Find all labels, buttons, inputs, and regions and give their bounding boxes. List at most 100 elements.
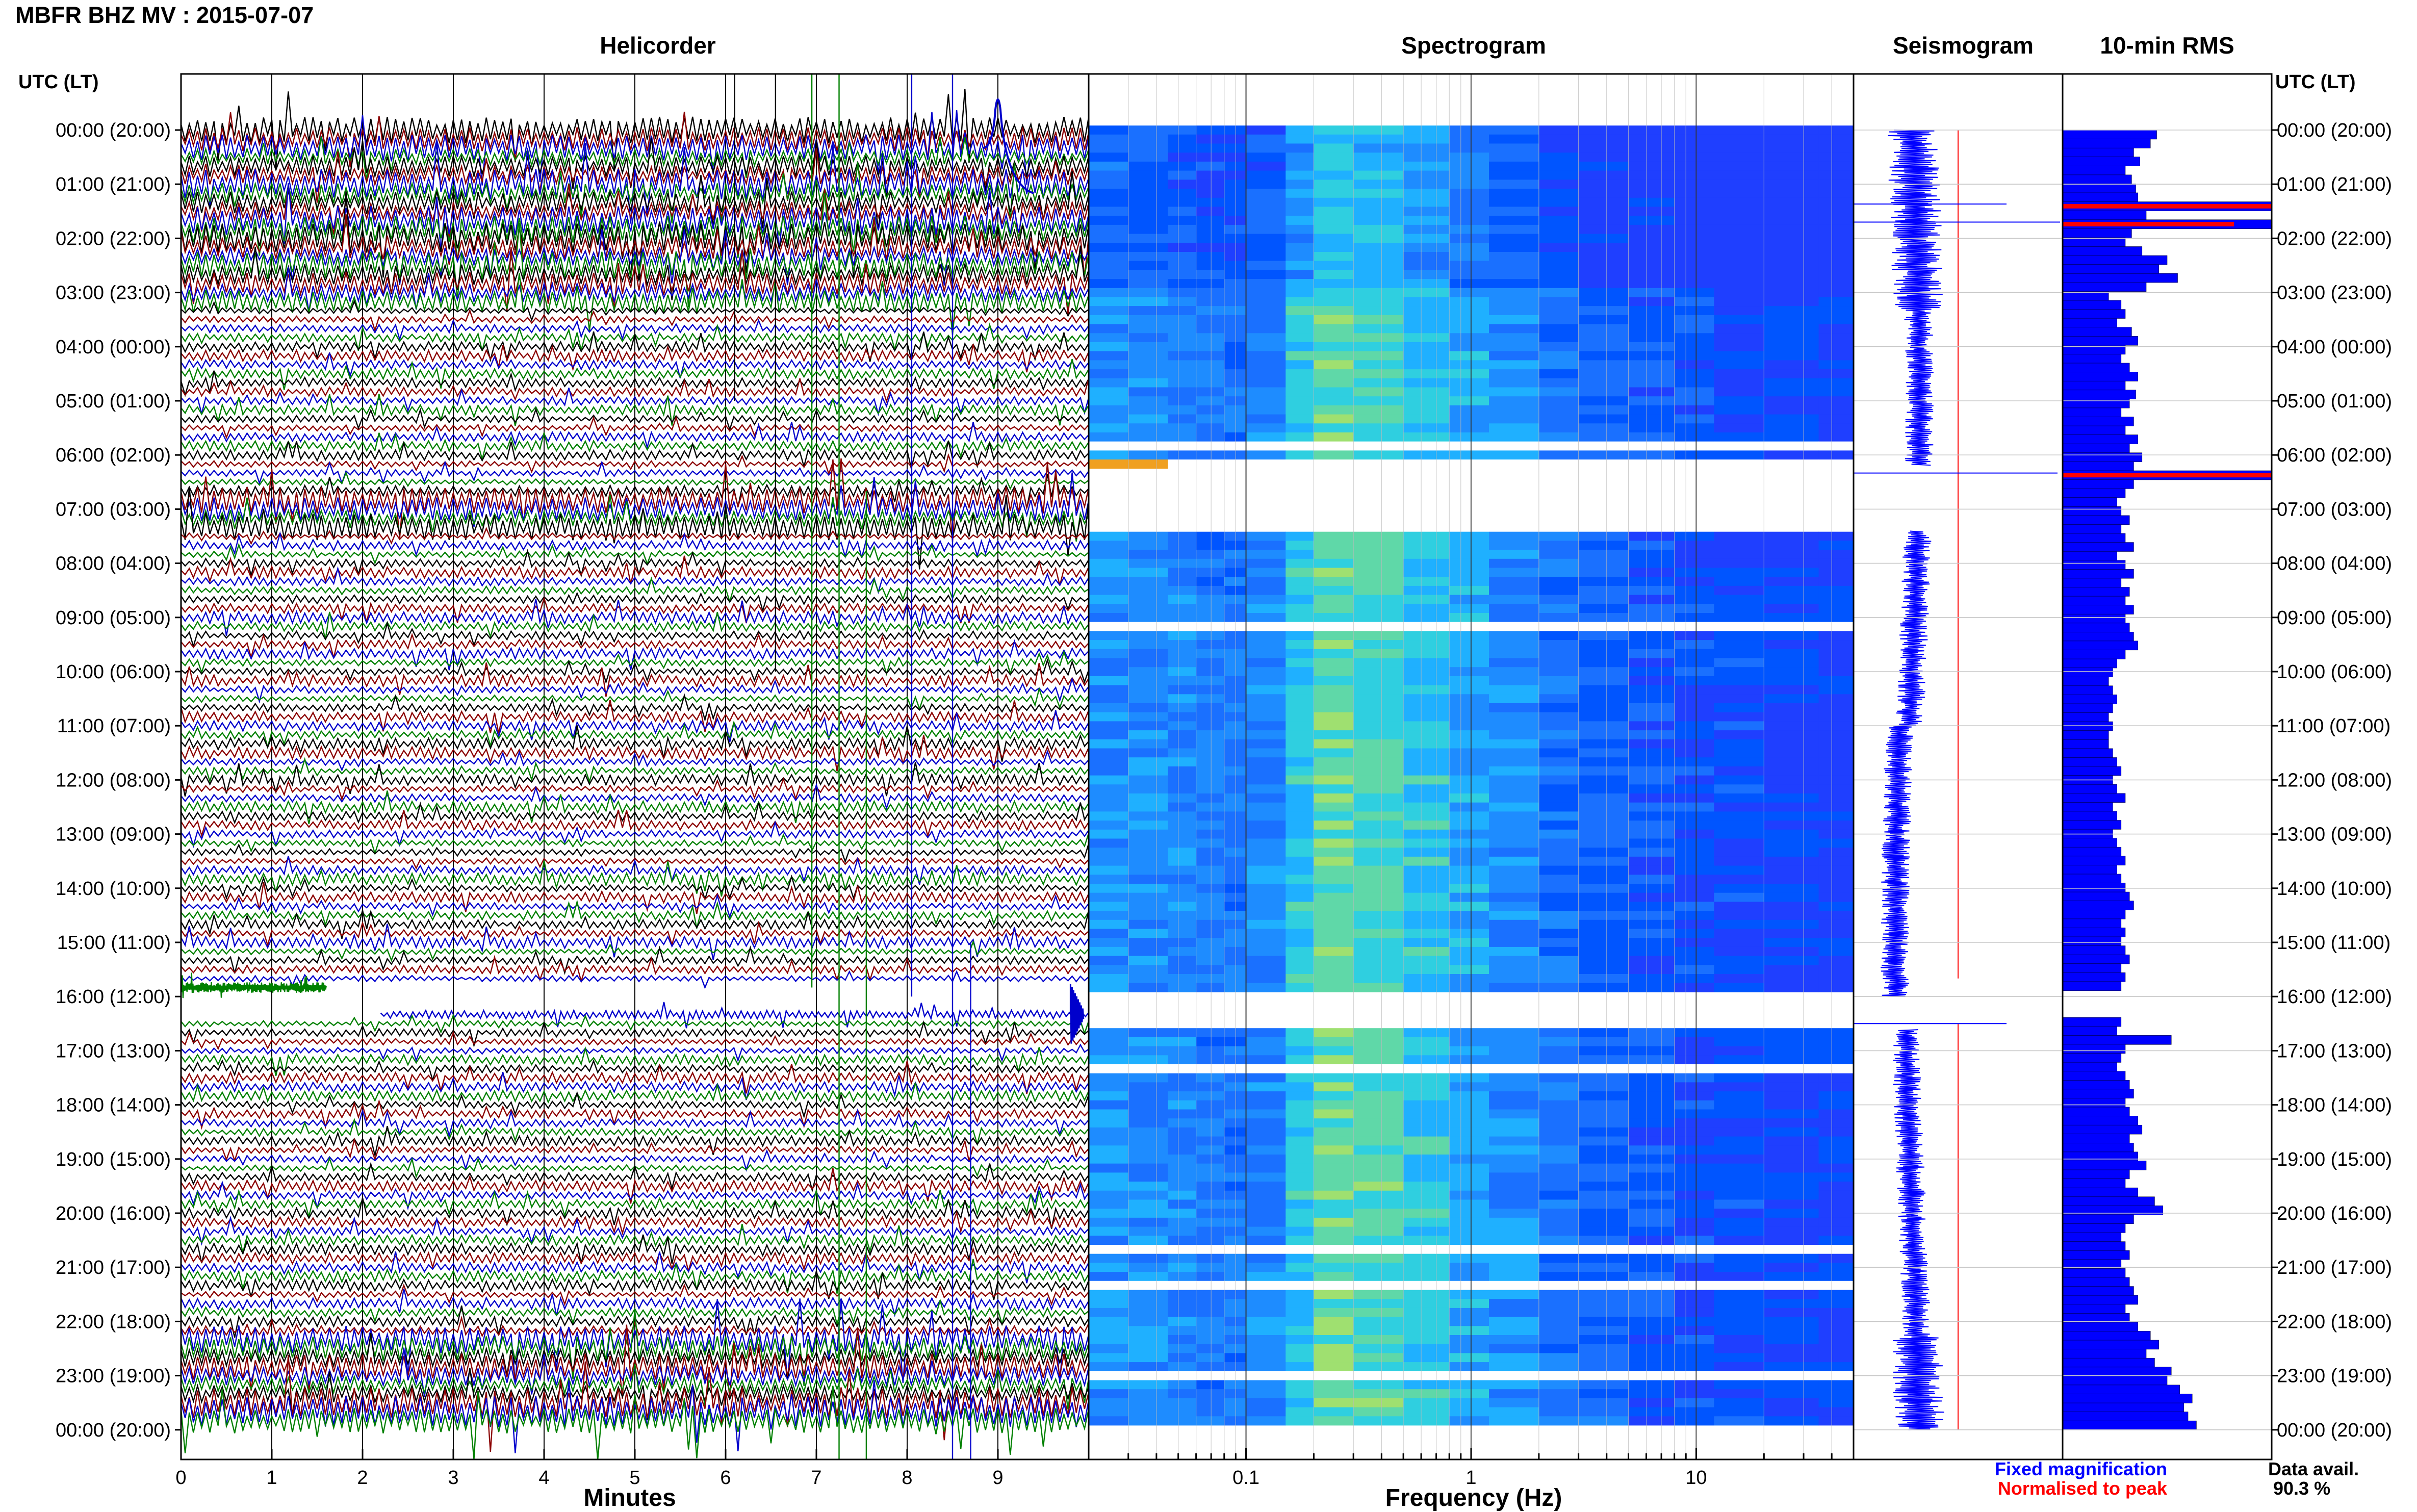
- spectrogram-cell: [1128, 604, 1168, 613]
- spectrogram-cell: [1246, 261, 1286, 270]
- spectrogram-cell: [1764, 1127, 1819, 1137]
- spectrogram-cell: [1246, 288, 1286, 297]
- y-tick-label-left: 15:00 (11:00): [57, 932, 171, 954]
- spectrogram-cell: [1168, 712, 1197, 722]
- spectrogram-cell: [1168, 531, 1197, 541]
- spectrogram-cell: [1628, 1389, 1675, 1399]
- rms-bar: [2062, 1331, 2151, 1341]
- spectrogram-cell: [1089, 396, 1129, 406]
- rms-bar: [2062, 1304, 2126, 1314]
- spectrogram-cell: [1168, 1380, 1197, 1390]
- helicorder-trace: [181, 358, 1090, 390]
- spectrogram-cell: [1314, 658, 1354, 668]
- spectrogram-cell: [1674, 324, 1714, 334]
- spectrogram-cell: [1538, 1290, 1579, 1299]
- spectrogram-cell: [1628, 1326, 1675, 1336]
- spectrogram-cell: [1578, 207, 1629, 216]
- spectrogram-cell: [1674, 1118, 1714, 1128]
- helicorder-x-tick-label: 5: [629, 1467, 640, 1489]
- spectrogram-cell: [1764, 595, 1819, 604]
- spectrogram-cell: [1196, 919, 1225, 929]
- spectrogram-cell: [1285, 595, 1315, 604]
- spectrogram-cell: [1314, 622, 1354, 631]
- spectrogram-cell: [1489, 1037, 1539, 1046]
- spectrogram-cell: [1489, 378, 1539, 388]
- spectrogram-cell: [1818, 432, 1854, 442]
- helicorder-trace: [181, 720, 1089, 750]
- spectrogram-cell: [1538, 613, 1579, 623]
- spectrogram-cell: [1353, 1217, 1404, 1227]
- spectrogram-cell: [1674, 333, 1714, 343]
- spectrogram-cell: [1246, 766, 1286, 776]
- spectrogram-cell: [1578, 775, 1629, 785]
- spectrogram-cell: [1246, 297, 1286, 306]
- spectrogram-cell: [1224, 306, 1247, 316]
- spectrogram-cell: [1578, 1226, 1629, 1236]
- spectrogram-cell: [1714, 1226, 1764, 1236]
- spectrogram-cell: [1714, 279, 1764, 289]
- spectrogram-cell: [1714, 694, 1764, 704]
- spectrogram-cell: [1314, 974, 1354, 984]
- spectrogram-cell: [1578, 432, 1629, 442]
- spectrogram-cell: [1168, 1263, 1197, 1272]
- spectrogram-cell: [1764, 351, 1819, 361]
- spectrogram-cell: [1128, 216, 1168, 225]
- spectrogram-cell: [1403, 180, 1450, 189]
- spectrogram-cell: [1285, 1217, 1315, 1227]
- spectrogram-cell: [1764, 730, 1819, 740]
- spectrogram-cell: [1674, 1398, 1714, 1407]
- spectrogram-cell: [1674, 180, 1714, 189]
- spectrogram-cell: [1578, 712, 1629, 722]
- spectrogram-cell: [1818, 585, 1854, 595]
- spectrogram-cell: [1224, 243, 1247, 252]
- helicorder-trace: [181, 471, 1089, 490]
- spectrogram-cell: [1538, 1272, 1579, 1282]
- spectrogram-cell: [1764, 658, 1819, 668]
- spectrogram-cell: [1196, 1190, 1225, 1200]
- rms-bar: [2062, 407, 2122, 418]
- spectrogram-cell: [1674, 1245, 1714, 1254]
- spectrogram-cell: [1089, 1362, 1129, 1372]
- spectrogram-cell: [1578, 288, 1629, 297]
- spectrogram-cell: [1489, 974, 1539, 984]
- spectrogram-cell: [1578, 360, 1629, 370]
- spectrogram-cell: [1538, 189, 1579, 198]
- spectrogram-cell: [1246, 622, 1286, 631]
- helicorder-x-tick-label: 9: [992, 1467, 1003, 1489]
- spectrogram-cell: [1764, 1380, 1819, 1390]
- spectrogram-cell: [1285, 134, 1315, 144]
- spectrogram-cell: [1403, 919, 1450, 929]
- spectrogram-cell: [1403, 911, 1450, 920]
- spectrogram-cell: [1628, 306, 1675, 316]
- spectrogram-cell: [1168, 829, 1197, 839]
- spectrogram-cell: [1314, 712, 1354, 722]
- helicorder-trace: [180, 1247, 1090, 1274]
- spectrogram-cell: [1285, 604, 1315, 613]
- spectrogram-cell: [1403, 721, 1450, 731]
- spectrogram-cell: [1128, 1055, 1168, 1065]
- spectrogram-cell: [1353, 649, 1404, 658]
- spectrogram-cell: [1538, 811, 1579, 821]
- spectrogram-cell: [1489, 1028, 1539, 1038]
- spectrogram-cell: [1674, 414, 1714, 424]
- spectrogram-cell: [1764, 261, 1819, 270]
- spectrogram-cell: [1128, 802, 1168, 812]
- spectrogram-cell: [1818, 721, 1854, 731]
- helicorder-trace: [181, 415, 1089, 440]
- spectrogram-cell: [1314, 360, 1354, 370]
- spectrogram-cell: [1489, 333, 1539, 343]
- spectrogram-cell: [1674, 1100, 1714, 1110]
- spectrogram-cell: [1578, 1353, 1629, 1363]
- spectrogram-cell: [1089, 1236, 1129, 1245]
- spectrogram-cell: [1489, 884, 1539, 893]
- helicorder-trace: [180, 111, 1090, 168]
- spectrogram-cell: [1818, 1299, 1854, 1309]
- spectrogram-cell: [1764, 1253, 1819, 1263]
- spectrogram-cell: [1489, 143, 1539, 153]
- spectrogram-cell: [1449, 378, 1489, 388]
- spectrogram-cell: [1449, 423, 1489, 433]
- spectrogram-cell: [1314, 1209, 1354, 1218]
- spectrogram-cell: [1674, 1326, 1714, 1336]
- spectrogram-cell: [1538, 1091, 1579, 1101]
- spectrogram-cell: [1403, 811, 1450, 821]
